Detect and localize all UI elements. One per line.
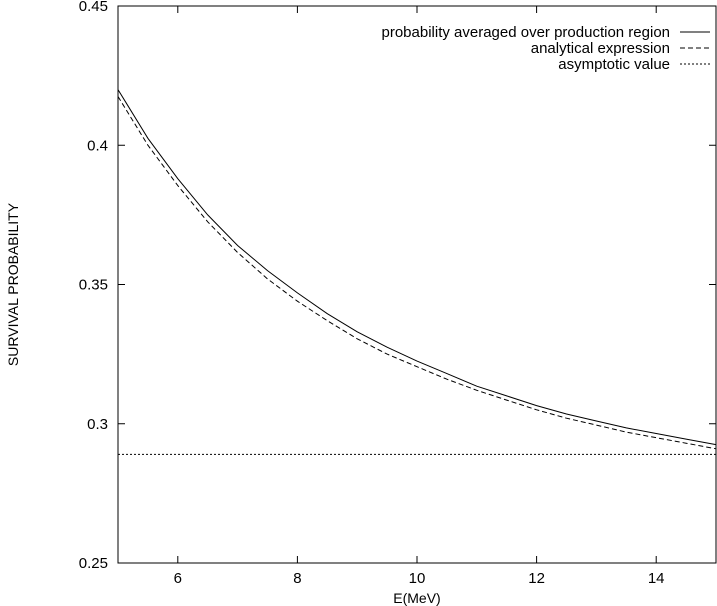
y-tick-label: 0.3 <box>87 416 108 433</box>
series-lines <box>117 89 717 455</box>
legend-label-3: asymptotic value <box>558 56 670 73</box>
x-tick-label: 14 <box>648 570 665 587</box>
plot-frame <box>117 5 717 564</box>
series-line-2 <box>117 96 717 450</box>
legend-label-1: probability averaged over production reg… <box>381 24 670 41</box>
x-tick-label: 6 <box>174 570 182 587</box>
plot-border <box>117 5 717 564</box>
y-tick-label: 0.35 <box>79 277 108 294</box>
x-tick-label: 12 <box>528 570 545 587</box>
y-axis-label: SURVIVAL PROBABILITY <box>5 202 21 366</box>
y-tick-label: 0.4 <box>87 137 108 154</box>
axis-ticks <box>118 5 716 564</box>
x-axis-label: E(MeV) <box>393 590 440 606</box>
x-tick-label: 8 <box>293 570 301 587</box>
y-tick-label: 0.25 <box>79 555 108 572</box>
tick-labels: 6 8 10 12 14 0.25 0.3 0.35 0.4 0.45 <box>79 0 665 587</box>
series-line-1 <box>117 89 717 446</box>
y-tick-label: 0.45 <box>79 0 108 15</box>
x-tick-label: 10 <box>409 570 426 587</box>
legend: probability averaged over production reg… <box>381 24 710 73</box>
legend-label-2: analytical expression <box>531 40 670 57</box>
